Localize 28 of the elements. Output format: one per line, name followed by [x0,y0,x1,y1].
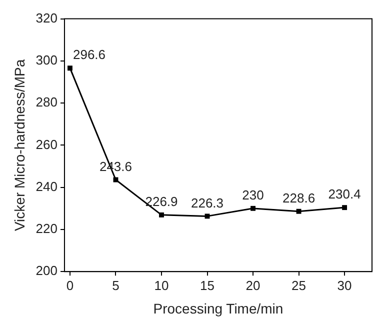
x-tick-label: 25 [292,278,306,293]
point [296,208,302,214]
point [250,206,256,211]
y-axis-title: Vicker Micro-hardness/MPa [11,59,28,232]
point [342,205,348,210]
data-label: 230 [242,187,264,202]
data-label: 296.6 [72,47,106,62]
y-tick-label: 220 [36,221,58,236]
point [159,212,164,218]
y-tick-label: 240 [36,178,58,194]
x-tick-label: 10 [154,278,169,293]
y-tick-label: 260 [36,136,58,152]
y-tick-label: 200 [36,263,58,278]
point [204,214,210,219]
x-tick-label: 15 [200,278,214,293]
data-label: 228.6 [282,190,316,206]
data-label: 226.9 [145,194,178,210]
data-label: 230.4 [328,186,361,202]
y-tick-label: 280 [36,94,58,110]
x-axis-title: Processing Time/min [153,300,284,316]
x-tick-label: 5 [112,278,120,293]
point [68,66,72,71]
y-tick-label: 300 [36,52,58,68]
y-tick-label: 320 [36,10,58,26]
data-label: 226.3 [190,195,224,210]
x-tick-label: 0 [66,278,74,293]
x-tick-label: 30 [337,278,352,293]
x-tick-label: 20 [246,278,260,293]
